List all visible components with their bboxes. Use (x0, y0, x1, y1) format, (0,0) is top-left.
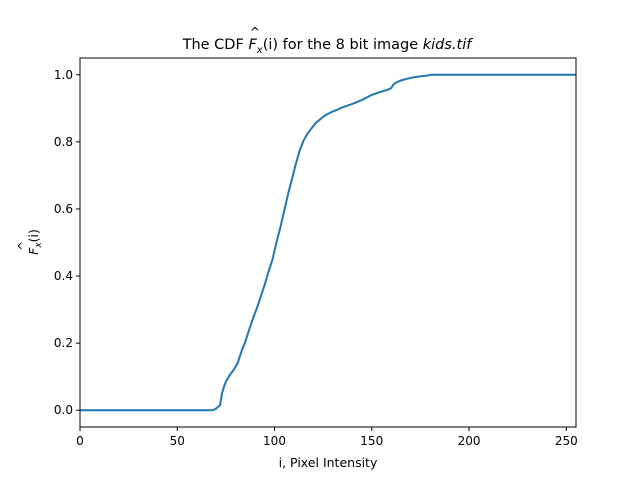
y-tick-label: 0.0 (54, 403, 73, 417)
axis-ticks: 0 50 100 150 200 250 0.0 0.2 0.4 0.6 0.8 1.0 (54, 68, 578, 448)
title-hat: ^ (250, 25, 260, 39)
y-tick-label: 0.6 (54, 202, 73, 216)
x-tick-label: 100 (263, 434, 286, 448)
y-tick-label: 0.2 (54, 336, 73, 350)
ylabel-subscript: x (34, 242, 44, 249)
title-middle: for the 8 bit image (278, 37, 423, 53)
title-filename: kids.tif (423, 37, 474, 53)
x-tick-label: 0 (76, 434, 84, 448)
x-tick-label: 200 (458, 434, 481, 448)
ylabel-hat: ^ (16, 241, 30, 251)
title-subscript: x (256, 45, 263, 56)
x-tick-label: 50 (170, 434, 185, 448)
y-axis-label: Fx(i) ^ (16, 229, 44, 255)
y-tick-label: 0.4 (54, 269, 73, 283)
title-prefix: The CDF (182, 37, 249, 53)
title-arg: (i) (263, 37, 278, 53)
y-tick-label: 0.8 (54, 135, 73, 149)
x-tick-label: 250 (555, 434, 578, 448)
chart-title: The CDF Fx(i) for the 8 bit image kids.t… (182, 37, 474, 56)
ylabel-arg: (i) (26, 229, 41, 242)
title-symbol: F (248, 37, 257, 53)
svg-text:Fx(i): Fx(i) (26, 229, 44, 255)
y-tick-label: 1.0 (54, 68, 73, 82)
plot-area (80, 73, 576, 412)
cdf-series-line (80, 73, 576, 412)
x-tick-label: 150 (360, 434, 383, 448)
axes-frame (79, 57, 577, 428)
x-axis-label: i, Pixel Intensity (279, 455, 378, 470)
ylabel-symbol: F (26, 247, 41, 255)
